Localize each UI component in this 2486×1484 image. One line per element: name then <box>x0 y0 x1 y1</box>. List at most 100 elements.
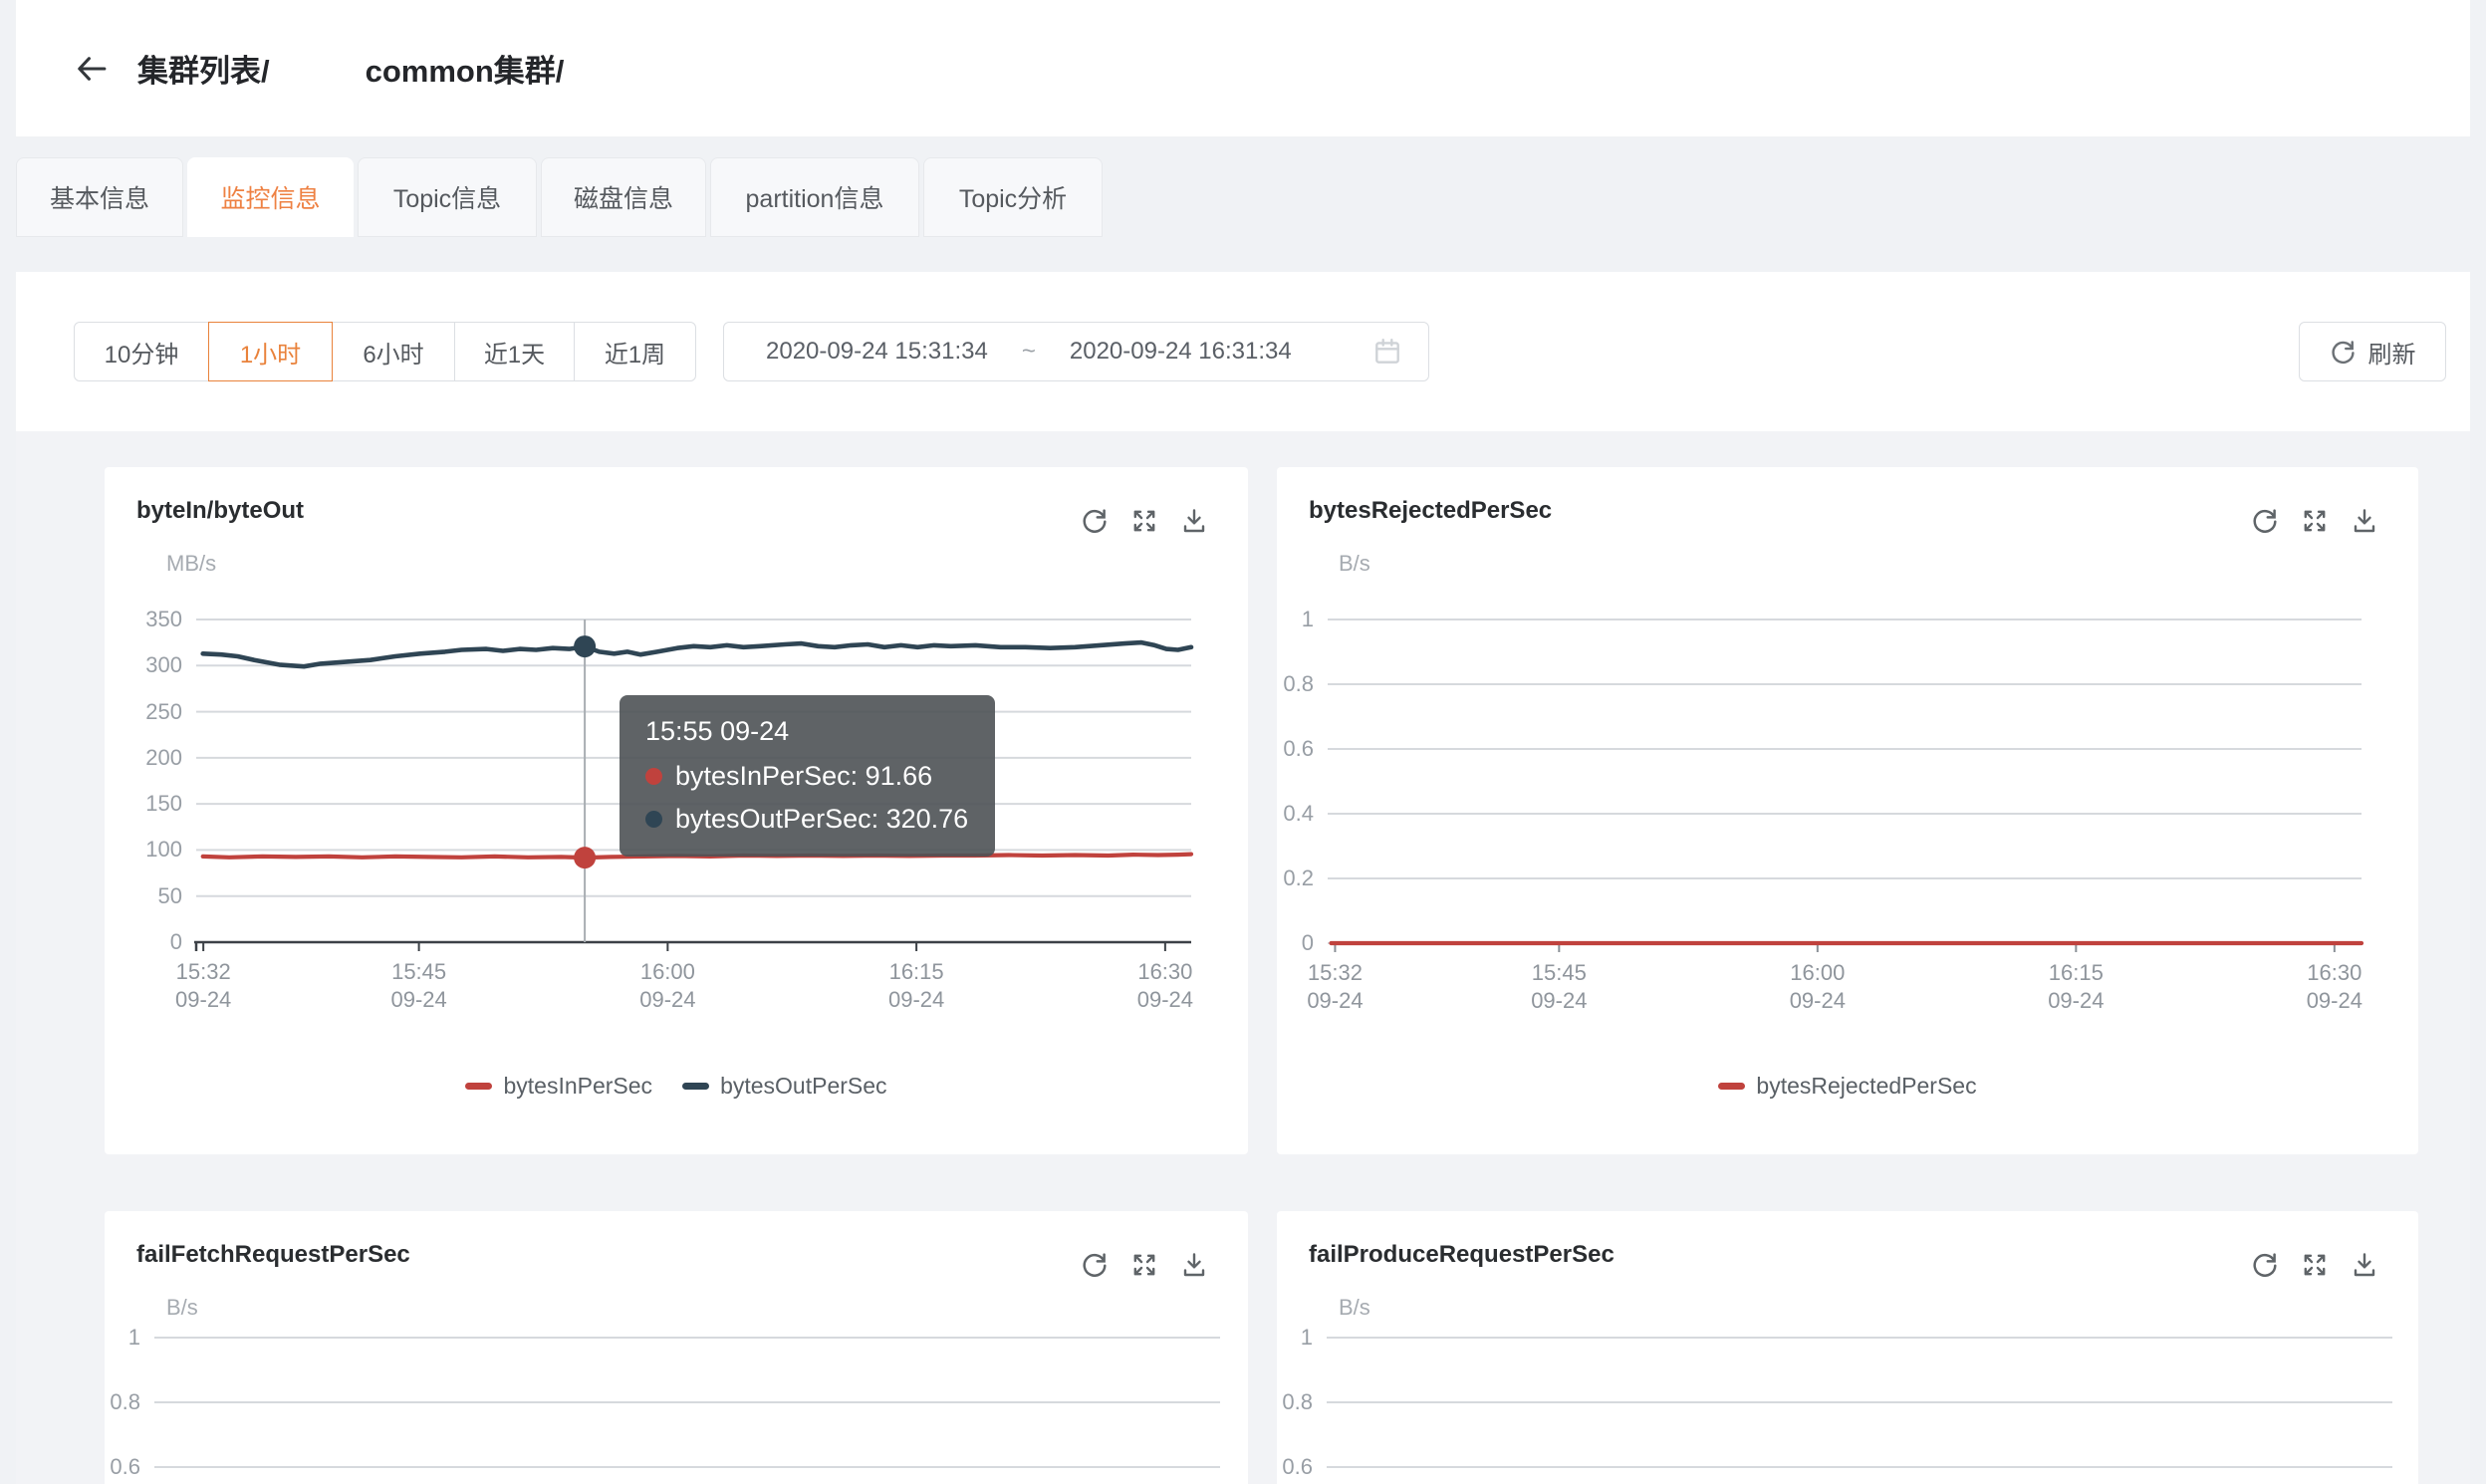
date-separator: ~ <box>1021 338 1036 365</box>
x-tick-label: 16:30 09-24 <box>1136 959 1193 1012</box>
legend-item-bytesOutPerSec[interactable]: bytesOutPerSec <box>682 1073 887 1100</box>
chart-refresh-icon[interactable] <box>2251 507 2279 535</box>
x-tick-label: 16:15 09-24 <box>2048 960 2105 1013</box>
y-tick-label: 0 <box>1301 930 1314 955</box>
y-tick-label: 0.4 <box>1283 801 1314 826</box>
tooltip-series-row: bytesInPerSec: 91.66 <box>645 758 969 794</box>
x-tick-label: 15:45 09-24 <box>390 959 447 1012</box>
y-axis-unit: B/s <box>1339 1295 1370 1320</box>
chart-expand-icon[interactable] <box>2301 507 2329 535</box>
time-range-group: 10分钟 1小时 6小时 近1天 近1周 <box>74 322 696 381</box>
y-tick-label: 250 <box>145 698 182 724</box>
refresh-label: 刷新 <box>2367 341 2416 369</box>
calendar-icon[interactable] <box>1372 337 1402 367</box>
tab-partition-info[interactable]: partition信息 <box>710 157 919 237</box>
chart-panel: failFetchRequestPerSec <box>105 1211 1248 1484</box>
chart-toolbar <box>2251 507 2378 535</box>
y-tick-label: 0.8 <box>110 1389 140 1414</box>
y-tick-label: 300 <box>145 652 182 678</box>
legend-color-dash <box>682 1083 710 1090</box>
chart-toolbar <box>2251 1251 2378 1279</box>
range-6hour-button[interactable]: 6小时 <box>332 322 455 381</box>
chart-canvas[interactable] <box>105 1211 1248 1484</box>
breadcrumb-cluster-name[interactable]: common集群/ <box>365 54 565 89</box>
tooltip-series-row: bytesOutPerSec: 320.76 <box>645 801 969 837</box>
tab-monitor-info[interactable]: 监控信息 <box>187 157 354 237</box>
chart-title: failFetchRequestPerSec <box>136 1241 410 1268</box>
y-tick-label: 1 <box>1300 1325 1313 1350</box>
charts-region: byteIn/byteOut <box>16 431 2470 1484</box>
chart-refresh-icon[interactable] <box>1081 1251 1109 1279</box>
y-tick-label: 350 <box>145 607 182 631</box>
chart-expand-icon[interactable] <box>1130 507 1158 535</box>
y-tick-label: 200 <box>145 744 182 770</box>
chart-expand-icon[interactable] <box>1130 1251 1158 1279</box>
date-end-value: 2020-09-24 16:31:34 <box>1069 338 1292 365</box>
y-tick-label: 50 <box>157 882 182 908</box>
chart-download-icon[interactable] <box>1180 1251 1208 1279</box>
page-header: 集群列表/ common集群/ <box>16 0 2470 136</box>
y-tick-label: 0.8 <box>1282 1389 1313 1414</box>
y-tick-label: 1 <box>1301 607 1314 631</box>
chart-canvas[interactable] <box>1277 1211 2418 1484</box>
chart-canvas[interactable] <box>1277 467 2418 1154</box>
x-tick-label: 16:00 09-24 <box>1789 960 1846 1013</box>
y-axis-unit: MB/s <box>166 551 217 576</box>
content-card: 10分钟 1小时 6小时 近1天 近1周 2020-09-24 15:31:34… <box>16 272 2470 1484</box>
refresh-button[interactable]: 刷新 <box>2299 322 2446 381</box>
range-10min-button[interactable]: 10分钟 <box>74 322 209 381</box>
chart-download-icon[interactable] <box>2351 1251 2378 1279</box>
legend-color-dash <box>465 1083 493 1090</box>
range-1week-button[interactable]: 近1周 <box>574 322 696 381</box>
range-1hour-button[interactable]: 1小时 <box>208 322 333 381</box>
x-tick-label: 15:45 09-24 <box>1531 960 1588 1013</box>
chart-panel: failProduceRequestPerSec <box>1277 1211 2418 1484</box>
legend-item-bytesInPerSec[interactable]: bytesInPerSec <box>465 1073 652 1100</box>
x-tick-label: 16:30 09-24 <box>2306 960 2362 1013</box>
y-tick-label: 0 <box>169 929 182 954</box>
y-tick-label: 0.6 <box>110 1454 140 1479</box>
legend-label: bytesInPerSec <box>503 1073 653 1099</box>
tooltip-series-text: bytesOutPerSec: 320.76 <box>675 804 969 834</box>
chart-toolbar <box>1081 507 1208 535</box>
chart-panel: byteIn/byteOut <box>105 467 1248 1154</box>
y-tick-label: 100 <box>145 837 182 863</box>
x-tick-label: 15:32 09-24 <box>1307 960 1364 1013</box>
y-tick-label: 0.2 <box>1283 866 1314 890</box>
chart-toolbar <box>1081 1251 1208 1279</box>
y-axis-unit: B/s <box>1339 551 1370 576</box>
chart-refresh-icon[interactable] <box>1081 507 1109 535</box>
x-tick-label: 16:00 09-24 <box>639 959 696 1012</box>
chart-download-icon[interactable] <box>2351 507 2378 535</box>
tab-topic-analysis[interactable]: Topic分析 <box>923 157 1103 237</box>
chart-expand-icon[interactable] <box>2301 1251 2329 1279</box>
x-tick-label: 16:15 09-24 <box>887 959 945 1012</box>
back-arrow-icon[interactable] <box>74 51 110 87</box>
y-tick-label: 0.6 <box>1283 736 1314 761</box>
tooltip-series-dot <box>645 810 662 828</box>
tab-basic-info[interactable]: 基本信息 <box>16 157 183 237</box>
breadcrumb-cluster-list[interactable]: 集群列表/ <box>137 54 270 89</box>
date-range-picker[interactable]: 2020-09-24 15:31:34 ~ 2020-09-24 16:31:3… <box>723 322 1429 381</box>
y-tick-label: 1 <box>127 1325 140 1350</box>
y-tick-label: 0.6 <box>1282 1454 1313 1479</box>
chart-legend: bytesInPerSec bytesOutPerSec <box>105 1073 1248 1100</box>
tooltip-time: 15:55 09-24 <box>645 716 790 746</box>
chart-panel: bytesRejectedPerSec <box>1277 467 2418 1154</box>
x-tick-label: 15:32 09-24 <box>175 959 232 1012</box>
chart-download-icon[interactable] <box>1180 507 1208 535</box>
chart-title: bytesRejectedPerSec <box>1309 497 1553 524</box>
tab-topic-info[interactable]: Topic信息 <box>358 157 537 237</box>
legend-item-bytesRejectedPerSec[interactable]: bytesRejectedPerSec <box>1718 1073 1977 1100</box>
tooltip-series-text: bytesInPerSec: 91.66 <box>675 761 933 791</box>
tab-disk-info[interactable]: 磁盘信息 <box>541 157 706 237</box>
controls-row: 10分钟 1小时 6小时 近1天 近1周 2020-09-24 15:31:34… <box>16 322 2470 381</box>
tab-bar: 基本信息 监控信息 Topic信息 磁盘信息 partition信息 Topic… <box>16 157 1103 237</box>
chart-refresh-icon[interactable] <box>2251 1251 2279 1279</box>
chart-title: failProduceRequestPerSec <box>1309 1241 1615 1268</box>
range-1day-button[interactable]: 近1天 <box>454 322 575 381</box>
chart-tooltip: 15:55 09-24 bytesInPerSec: 91.66 bytesOutP… <box>620 695 995 857</box>
legend-label: bytesRejectedPerSec <box>1756 1073 1977 1099</box>
legend-color-dash <box>1718 1083 1746 1090</box>
y-tick-label: 0.8 <box>1283 671 1314 696</box>
